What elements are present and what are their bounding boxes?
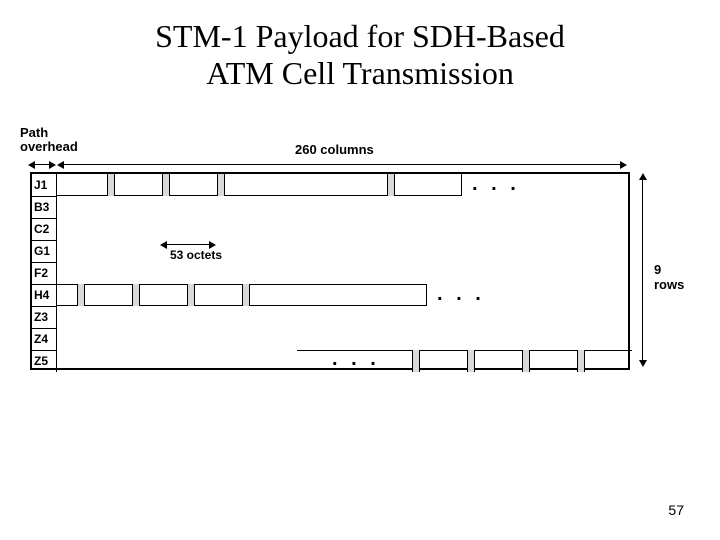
- rows-label: 9 rows: [654, 262, 690, 292]
- overhead-cell-z5: Z5: [34, 354, 56, 368]
- ellipsis: . . .: [332, 348, 380, 371]
- cell-divider: [217, 174, 225, 196]
- cell-divider: [242, 284, 250, 306]
- overhead-cell-c2: C2: [34, 222, 56, 236]
- ellipsis: . . .: [472, 173, 520, 196]
- overhead-cell-z3: Z3: [34, 310, 56, 324]
- overhead-cell-h4: H4: [34, 288, 56, 302]
- stm1-diagram: Path overhead 260 columns 9 rows J1B3C2G…: [30, 130, 690, 430]
- overhead-cell-z4: Z4: [34, 332, 56, 346]
- page-number: 57: [668, 502, 684, 518]
- cell-divider: [162, 174, 170, 196]
- cell-divider: [577, 350, 585, 372]
- path-overhead-label: Path overhead: [20, 126, 78, 153]
- overhead-cell-j1: J1: [34, 178, 56, 192]
- columns-label: 260 columns: [295, 142, 374, 157]
- cell-divider: [522, 350, 530, 372]
- overhead-cell-f2: F2: [34, 266, 56, 280]
- cell-band-row-0: [56, 174, 462, 196]
- cell-divider: [107, 174, 115, 196]
- cell-divider: [412, 350, 420, 372]
- payload-frame: J1 B3 C2 G1 F2 H4 Z3 Z4 Z5 . . . . . . . . .: [30, 172, 630, 370]
- octets-label: 53 octets: [170, 248, 222, 262]
- title-line-1: STM-1 Payload for SDH-Based: [155, 18, 565, 54]
- overhead-cell-b3: B3: [34, 200, 56, 214]
- title-line-2: ATM Cell Transmission: [206, 55, 514, 91]
- overhead-cell-g1: G1: [34, 244, 56, 258]
- ellipsis: . . .: [437, 283, 485, 306]
- cell-divider: [187, 284, 195, 306]
- cell-divider: [387, 174, 395, 196]
- cell-divider: [467, 350, 475, 372]
- cell-divider: [77, 284, 85, 306]
- cell-divider: [132, 284, 140, 306]
